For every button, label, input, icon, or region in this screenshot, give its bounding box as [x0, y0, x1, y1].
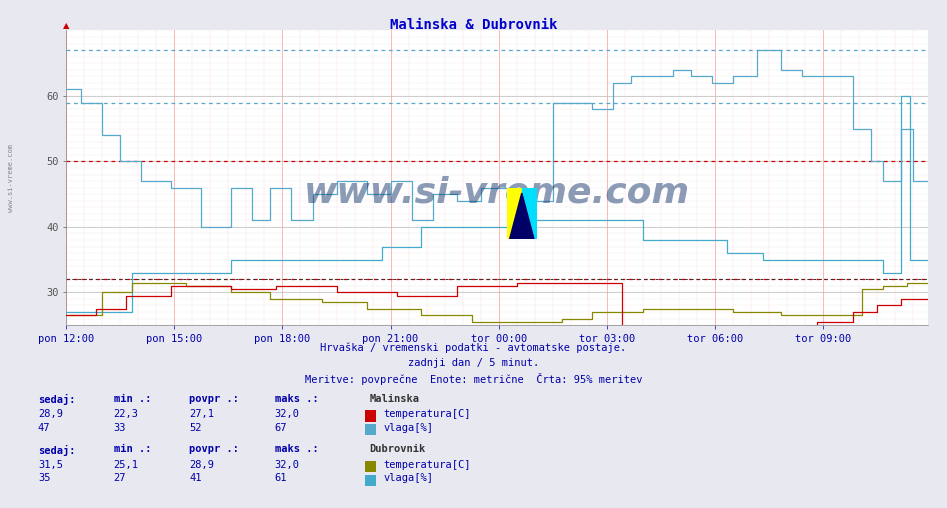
Text: vlaga[%]: vlaga[%] — [384, 423, 434, 433]
Text: min .:: min .: — [114, 394, 152, 404]
Text: 28,9: 28,9 — [189, 460, 214, 470]
Text: sedaj:: sedaj: — [38, 394, 76, 405]
Text: vlaga[%]: vlaga[%] — [384, 473, 434, 484]
Polygon shape — [522, 188, 537, 239]
Text: 22,3: 22,3 — [114, 409, 138, 419]
Text: 25,1: 25,1 — [114, 460, 138, 470]
Text: maks .:: maks .: — [275, 394, 318, 404]
Text: povpr .:: povpr .: — [189, 394, 240, 404]
Text: temperatura[C]: temperatura[C] — [384, 460, 471, 470]
Text: 47: 47 — [38, 423, 50, 433]
Text: 32,0: 32,0 — [275, 460, 299, 470]
Text: ▲: ▲ — [63, 21, 69, 30]
Text: Meritve: povprečne  Enote: metrične  Črta: 95% meritev: Meritve: povprečne Enote: metrične Črta:… — [305, 373, 642, 386]
Text: Hrvaška / vremenski podatki - avtomatske postaje.: Hrvaška / vremenski podatki - avtomatske… — [320, 343, 627, 354]
Text: 52: 52 — [189, 423, 202, 433]
Text: sedaj:: sedaj: — [38, 444, 76, 456]
Text: temperatura[C]: temperatura[C] — [384, 409, 471, 419]
Text: maks .:: maks .: — [275, 444, 318, 455]
Text: 28,9: 28,9 — [38, 409, 63, 419]
Text: 27: 27 — [114, 473, 126, 484]
Text: 33: 33 — [114, 423, 126, 433]
Text: Malinska: Malinska — [369, 394, 420, 404]
Text: 67: 67 — [275, 423, 287, 433]
Text: Malinska & Dubrovnik: Malinska & Dubrovnik — [390, 18, 557, 32]
Text: 32,0: 32,0 — [275, 409, 299, 419]
Text: povpr .:: povpr .: — [189, 444, 240, 455]
Text: 31,5: 31,5 — [38, 460, 63, 470]
Text: www.si-vreme.com: www.si-vreme.com — [304, 176, 690, 209]
Polygon shape — [507, 188, 522, 239]
Text: 41: 41 — [189, 473, 202, 484]
Text: min .:: min .: — [114, 444, 152, 455]
Text: zadnji dan / 5 minut.: zadnji dan / 5 minut. — [408, 358, 539, 368]
Text: 61: 61 — [275, 473, 287, 484]
Text: 27,1: 27,1 — [189, 409, 214, 419]
Text: www.si-vreme.com: www.si-vreme.com — [9, 144, 14, 212]
Text: 35: 35 — [38, 473, 50, 484]
Polygon shape — [509, 193, 534, 239]
Text: Dubrovnik: Dubrovnik — [369, 444, 425, 455]
